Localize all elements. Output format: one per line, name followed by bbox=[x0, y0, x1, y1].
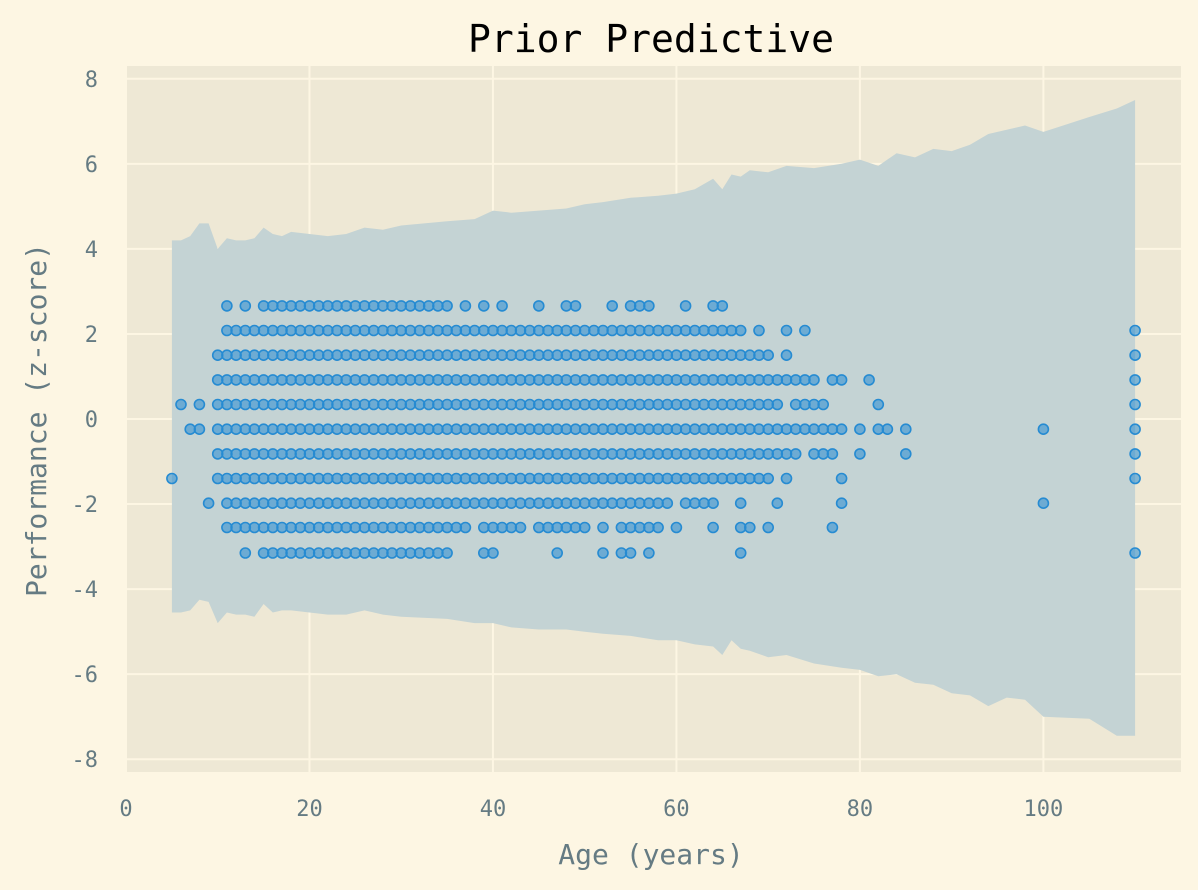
data-point bbox=[643, 547, 655, 559]
data-point bbox=[1129, 398, 1141, 411]
y-tick-label: 0 bbox=[85, 408, 98, 433]
data-point bbox=[175, 398, 187, 411]
data-point bbox=[808, 374, 820, 386]
x-tick-label: 100 bbox=[1024, 797, 1064, 822]
data-point bbox=[780, 472, 793, 485]
data-point bbox=[1129, 547, 1141, 559]
y-tick-label: -2 bbox=[72, 493, 99, 518]
data-point bbox=[835, 374, 848, 386]
data-point bbox=[670, 521, 683, 534]
data-point bbox=[734, 497, 747, 510]
data-point bbox=[459, 300, 472, 312]
y-tick-label: -4 bbox=[72, 578, 99, 603]
data-point bbox=[854, 423, 866, 436]
data-point bbox=[166, 472, 178, 485]
x-tick-label: 80 bbox=[847, 797, 874, 822]
data-point bbox=[899, 448, 912, 460]
data-point bbox=[643, 300, 655, 312]
data-point bbox=[532, 300, 545, 312]
data-point bbox=[872, 398, 885, 411]
data-point bbox=[835, 497, 848, 510]
data-point bbox=[762, 472, 775, 485]
y-tick-label: -6 bbox=[72, 663, 99, 688]
data-point bbox=[1129, 448, 1141, 460]
data-point bbox=[835, 472, 848, 485]
data-point bbox=[477, 300, 490, 312]
data-point bbox=[441, 547, 453, 559]
data-point bbox=[753, 324, 765, 337]
data-point bbox=[734, 324, 747, 337]
data-point bbox=[1037, 423, 1050, 436]
data-point bbox=[514, 521, 527, 534]
data-point bbox=[799, 324, 811, 337]
data-point bbox=[826, 448, 839, 460]
y-tick-label: 8 bbox=[85, 68, 98, 93]
data-points bbox=[166, 300, 1141, 559]
y-axis-label: Performance (z-score) bbox=[20, 243, 53, 597]
x-tick-label: 60 bbox=[663, 797, 690, 822]
data-point bbox=[1129, 374, 1141, 386]
prediction-band bbox=[171, 100, 1136, 736]
data-point bbox=[789, 448, 802, 460]
y-tick-label: 4 bbox=[85, 238, 98, 263]
data-point bbox=[743, 521, 756, 534]
data-point bbox=[221, 300, 233, 312]
data-point bbox=[1129, 324, 1141, 337]
data-point bbox=[459, 521, 472, 534]
data-point bbox=[606, 300, 619, 312]
data-point bbox=[597, 521, 609, 534]
data-point bbox=[1129, 349, 1141, 362]
data-point bbox=[762, 349, 775, 362]
data-point bbox=[239, 300, 252, 312]
data-point bbox=[1129, 472, 1141, 485]
x-tick-label: 0 bbox=[119, 797, 132, 822]
data-point bbox=[624, 547, 637, 559]
data-point bbox=[817, 398, 830, 411]
data-point bbox=[734, 547, 747, 559]
data-point bbox=[716, 300, 729, 312]
data-point bbox=[780, 349, 793, 362]
data-point bbox=[569, 300, 582, 312]
data-point bbox=[578, 521, 591, 534]
data-point bbox=[441, 300, 453, 312]
data-point bbox=[193, 398, 206, 411]
data-point bbox=[1129, 423, 1141, 436]
data-point bbox=[193, 423, 206, 436]
data-point bbox=[707, 521, 719, 534]
data-point bbox=[1037, 497, 1050, 510]
data-point bbox=[835, 423, 848, 436]
data-point bbox=[496, 300, 508, 312]
chart-title: Prior Predictive bbox=[468, 17, 834, 61]
data-point bbox=[863, 374, 875, 386]
data-point bbox=[881, 423, 894, 436]
y-tick-label: -8 bbox=[72, 748, 99, 773]
data-point bbox=[202, 497, 215, 510]
data-point bbox=[899, 423, 912, 436]
data-point bbox=[597, 547, 609, 559]
y-tick-label: 2 bbox=[85, 323, 98, 348]
data-point bbox=[679, 300, 692, 312]
data-point bbox=[854, 448, 866, 460]
data-point bbox=[780, 324, 793, 337]
data-point bbox=[487, 547, 499, 559]
x-tick-label: 20 bbox=[296, 797, 323, 822]
data-point bbox=[762, 521, 775, 534]
data-point bbox=[652, 521, 664, 534]
x-tick-label: 40 bbox=[480, 797, 507, 822]
data-point bbox=[707, 497, 719, 510]
data-point bbox=[551, 547, 564, 559]
data-point bbox=[239, 547, 252, 559]
data-point bbox=[661, 497, 674, 510]
data-point bbox=[771, 497, 784, 510]
data-point bbox=[826, 521, 839, 534]
x-axis-label: Age (years) bbox=[558, 838, 743, 871]
data-point bbox=[771, 398, 784, 411]
y-tick-label: 6 bbox=[85, 153, 98, 178]
y-axis-ticks: -8 -6 -4 -2 0 2 4 6 8 bbox=[72, 68, 99, 773]
x-axis-ticks: 0 20 40 60 80 100 bbox=[119, 797, 1063, 822]
